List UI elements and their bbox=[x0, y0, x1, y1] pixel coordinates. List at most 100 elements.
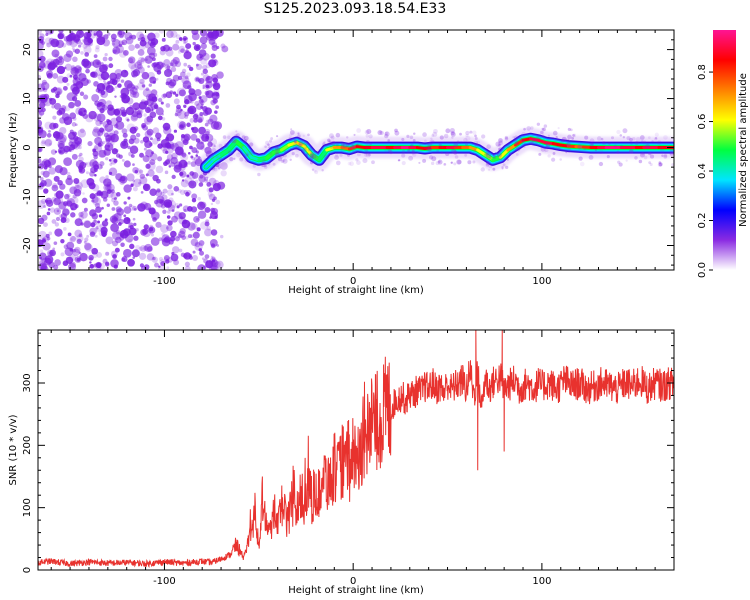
noise-speck bbox=[205, 130, 210, 136]
ridge-speck bbox=[427, 141, 432, 147]
ridge-speck bbox=[365, 139, 370, 144]
ridge-speck bbox=[268, 139, 273, 143]
noise-speck bbox=[92, 196, 101, 206]
noise-speck bbox=[102, 197, 108, 202]
ridge-speck bbox=[309, 155, 314, 161]
ridge-speck bbox=[256, 154, 260, 157]
noise-speck bbox=[175, 34, 181, 40]
noise-speck bbox=[138, 181, 142, 185]
noise-speck bbox=[117, 222, 122, 226]
noise-speck bbox=[158, 256, 164, 262]
noise-speck bbox=[48, 164, 52, 169]
noise-speck bbox=[119, 229, 129, 239]
noise-speck bbox=[207, 141, 213, 147]
ridge-speck bbox=[411, 149, 415, 153]
noise-speck bbox=[176, 205, 180, 209]
ridge-speck bbox=[431, 156, 437, 162]
ridge-speck bbox=[521, 139, 525, 143]
ridge-speck bbox=[293, 140, 297, 144]
noise-speck bbox=[195, 77, 200, 82]
noise-speck bbox=[70, 196, 79, 205]
ridge-speck bbox=[530, 126, 534, 130]
noise-speck bbox=[148, 83, 153, 87]
noise-speck bbox=[114, 76, 121, 83]
ridge-speck bbox=[257, 172, 261, 177]
ridge-speck bbox=[489, 156, 492, 160]
noise-speck bbox=[190, 155, 194, 159]
ridge-speck bbox=[571, 137, 575, 140]
noise-speck bbox=[134, 108, 137, 111]
ridge-speck bbox=[297, 132, 300, 135]
ridge-speck bbox=[351, 145, 355, 148]
noise-speck bbox=[66, 200, 73, 207]
noise-speck bbox=[210, 53, 216, 59]
noise-speck bbox=[119, 50, 127, 58]
noise-speck bbox=[144, 140, 153, 149]
snr-y-tick-label: 300 bbox=[22, 373, 33, 392]
noise-speck bbox=[194, 179, 199, 184]
noise-speck bbox=[128, 203, 133, 208]
ridge-speck bbox=[335, 132, 341, 138]
ridge-speck bbox=[480, 167, 485, 172]
noise-speck bbox=[47, 249, 54, 257]
ridge-speck bbox=[364, 153, 368, 157]
noise-speck bbox=[52, 247, 56, 251]
noise-speck bbox=[180, 133, 185, 138]
noise-speck bbox=[83, 94, 89, 100]
ridge-speck bbox=[454, 155, 459, 159]
noise-speck bbox=[138, 246, 144, 251]
ridge-speck bbox=[347, 153, 351, 157]
noise-speck bbox=[133, 208, 137, 211]
noise-speck bbox=[145, 87, 150, 91]
noise-speck bbox=[140, 190, 144, 194]
noise-speck bbox=[175, 93, 179, 97]
snr-y-tick-label: 100 bbox=[22, 498, 33, 517]
ridge-speck bbox=[628, 149, 634, 154]
noise-speck bbox=[57, 140, 65, 149]
noise-speck bbox=[49, 249, 56, 257]
ridge-speck bbox=[485, 162, 490, 167]
ridge-speck bbox=[268, 146, 271, 149]
ridge-speck bbox=[288, 136, 293, 141]
noise-speck bbox=[166, 215, 171, 219]
noise-speck bbox=[120, 242, 125, 248]
colorbar-tick-label: 0.6 bbox=[697, 114, 708, 130]
noise-speck bbox=[92, 148, 96, 152]
ridge-speck bbox=[608, 142, 611, 145]
noise-speck bbox=[78, 30, 84, 34]
noise-speck bbox=[52, 86, 58, 91]
snr-x-label: Height of straight line (km) bbox=[288, 585, 424, 596]
noise-speck bbox=[110, 223, 119, 233]
noise-speck bbox=[187, 234, 193, 239]
noise-speck bbox=[176, 104, 181, 110]
noise-speck bbox=[130, 114, 138, 122]
ridge-speck bbox=[642, 144, 646, 148]
ridge-speck bbox=[473, 149, 476, 152]
noise-speck bbox=[141, 71, 150, 80]
ridge-speck bbox=[418, 161, 421, 164]
noise-speck bbox=[46, 236, 51, 241]
noise-speck bbox=[150, 233, 154, 237]
ridge-speck bbox=[322, 142, 326, 146]
noise-speck bbox=[198, 248, 202, 252]
ridge-speck bbox=[356, 160, 361, 165]
noise-speck bbox=[62, 76, 69, 83]
noise-speck bbox=[58, 142, 65, 150]
ridge-speck bbox=[207, 156, 210, 159]
noise-speck bbox=[174, 146, 184, 156]
spectrogram-x-ticks: -100 0 100 bbox=[50, 30, 675, 287]
ridge-speck bbox=[360, 148, 363, 152]
snr-x-tick-label: 100 bbox=[532, 576, 551, 587]
noise-speck bbox=[171, 209, 175, 213]
noise-speck bbox=[138, 101, 147, 110]
ridge-speck bbox=[282, 153, 287, 158]
noise-speck bbox=[52, 73, 59, 79]
noise-speck bbox=[148, 93, 157, 102]
ridge-speck bbox=[450, 161, 454, 164]
noise-speck bbox=[198, 118, 203, 123]
ridge-speck bbox=[277, 146, 281, 150]
ridge-speck bbox=[465, 133, 469, 138]
noise-speck bbox=[120, 106, 126, 112]
ridge-speck bbox=[247, 150, 250, 153]
noise-speck bbox=[50, 149, 57, 155]
